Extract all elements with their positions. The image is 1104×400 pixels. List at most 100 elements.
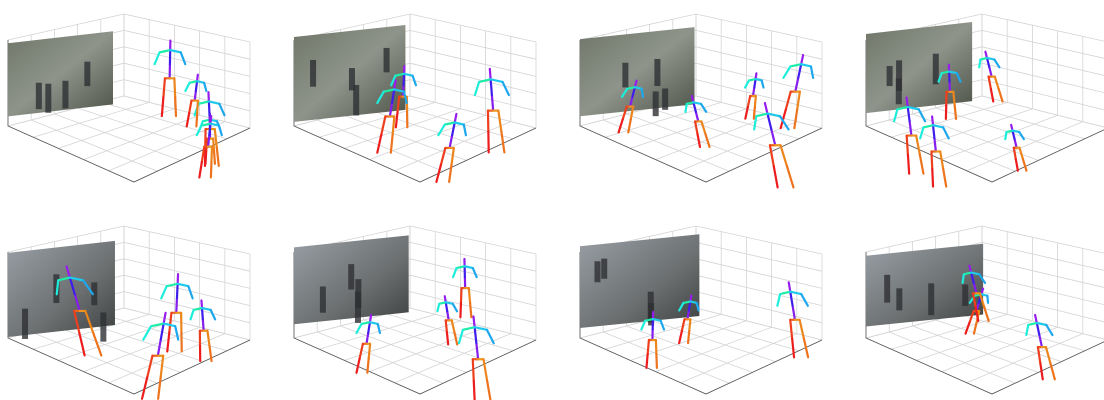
grid-line — [655, 326, 772, 372]
grid-line — [981, 13, 1104, 42]
skeleton-bone — [439, 146, 447, 167]
skeleton-bone — [195, 124, 203, 137]
skeleton-bone — [195, 80, 206, 84]
skeleton-bone — [218, 102, 226, 117]
grid-line — [123, 95, 251, 129]
grid-line — [981, 62, 1104, 94]
skeleton-bone — [1027, 321, 1038, 327]
grid-line — [344, 320, 461, 361]
person-in-frame — [886, 66, 893, 87]
skeleton-bone — [974, 306, 980, 323]
skeleton-bone — [930, 115, 935, 127]
pose-panel — [865, 225, 1104, 395]
grid-line — [981, 274, 1104, 306]
skeleton-bone — [55, 279, 60, 296]
grid-line — [340, 113, 467, 161]
skeleton-bone — [953, 104, 958, 121]
skeleton-bone — [488, 67, 492, 81]
skeleton-bone — [906, 105, 911, 123]
grid-line — [409, 225, 537, 255]
skeleton-bone — [450, 146, 455, 167]
skeleton-bone — [142, 325, 153, 341]
grid-line — [695, 62, 823, 94]
skeleton-bone — [73, 309, 81, 335]
video-frame — [8, 240, 115, 337]
skeleton-bone — [156, 338, 162, 357]
skeleton-bone — [985, 56, 996, 61]
skeleton-bone — [192, 306, 204, 311]
skeleton-bone — [964, 321, 971, 335]
skeleton-bone — [628, 95, 634, 108]
skeleton-bone — [467, 286, 472, 304]
skeleton-bone — [680, 318, 686, 333]
skeleton-bone — [210, 145, 214, 164]
grid-line — [579, 13, 697, 41]
grid-line — [363, 107, 490, 150]
skeleton-bone — [213, 127, 218, 149]
skeleton-bone — [640, 319, 647, 331]
skeleton-bone — [445, 331, 450, 346]
grid-line — [394, 333, 511, 384]
grid-line — [695, 225, 823, 255]
grid-line — [83, 326, 200, 372]
skeleton-bone — [184, 81, 191, 92]
skeleton-bone — [1035, 321, 1048, 327]
skeleton-bone — [986, 294, 990, 304]
skeleton-bone — [633, 79, 638, 89]
grid-line — [603, 331, 730, 384]
grid-line — [695, 46, 823, 77]
grid-line — [123, 307, 251, 341]
skeleton-bone — [174, 325, 180, 341]
pose-panel — [7, 13, 251, 183]
skeleton-bone — [82, 279, 94, 296]
skeleton-bone — [678, 330, 683, 345]
skeleton-bone — [942, 167, 948, 188]
skeleton-bone — [1045, 323, 1054, 337]
skeleton-bone — [140, 376, 149, 400]
grid-line — [981, 79, 1104, 111]
skeleton-bone — [686, 309, 690, 321]
grid-line — [981, 30, 1104, 59]
grid-line — [695, 13, 823, 43]
skeleton-bone — [472, 315, 476, 329]
grid-line — [409, 46, 537, 77]
skeleton-bone — [486, 379, 492, 400]
skeleton-bone — [784, 90, 792, 111]
grid-line — [363, 319, 490, 362]
pose-panel — [293, 225, 537, 400]
grid-line — [695, 307, 823, 341]
skeleton-bone — [646, 338, 651, 356]
skeleton-bone — [952, 90, 956, 107]
skeleton-bone — [1012, 146, 1017, 161]
person-in-frame — [601, 258, 608, 279]
skeleton-bone — [179, 51, 187, 66]
skeleton-bone — [446, 310, 450, 322]
skeleton-bone — [435, 163, 442, 183]
skeleton-bone — [193, 89, 197, 102]
grid-line — [409, 307, 537, 341]
skeleton-bone — [78, 332, 86, 357]
skeleton-bone — [978, 292, 986, 309]
skeleton-bone — [962, 271, 973, 276]
video-frame — [580, 27, 695, 117]
skeleton-bone — [208, 344, 213, 363]
skeleton-bone — [1018, 130, 1025, 141]
skeleton-bone — [459, 301, 463, 319]
skeleton-bone — [411, 74, 418, 87]
skeleton-bone — [768, 144, 775, 168]
skeleton-bone — [905, 96, 909, 109]
skeleton-bone — [453, 331, 459, 346]
skeleton-bone — [968, 310, 975, 324]
grid-line — [33, 314, 150, 350]
skeleton-bone — [162, 77, 167, 99]
skeleton-bone — [376, 90, 385, 105]
grid-line — [123, 291, 251, 324]
grid-line — [695, 291, 823, 324]
grid-line — [966, 333, 1083, 384]
skeleton-bone — [207, 100, 221, 105]
skeleton-bone — [73, 293, 81, 313]
person-in-frame — [62, 80, 69, 109]
skeleton-bone — [809, 65, 815, 79]
skeleton-bone — [919, 126, 925, 140]
grid-line — [966, 121, 1083, 172]
